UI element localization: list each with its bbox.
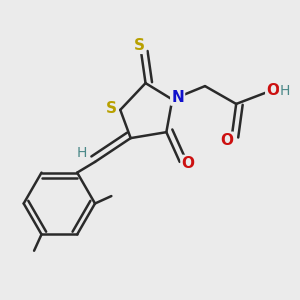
Text: H: H <box>280 84 290 98</box>
Text: S: S <box>134 38 145 53</box>
Text: S: S <box>106 101 117 116</box>
Text: O: O <box>266 83 279 98</box>
Text: N: N <box>171 90 184 105</box>
Text: H: H <box>76 146 87 160</box>
Text: O: O <box>182 156 194 171</box>
Text: O: O <box>220 133 233 148</box>
